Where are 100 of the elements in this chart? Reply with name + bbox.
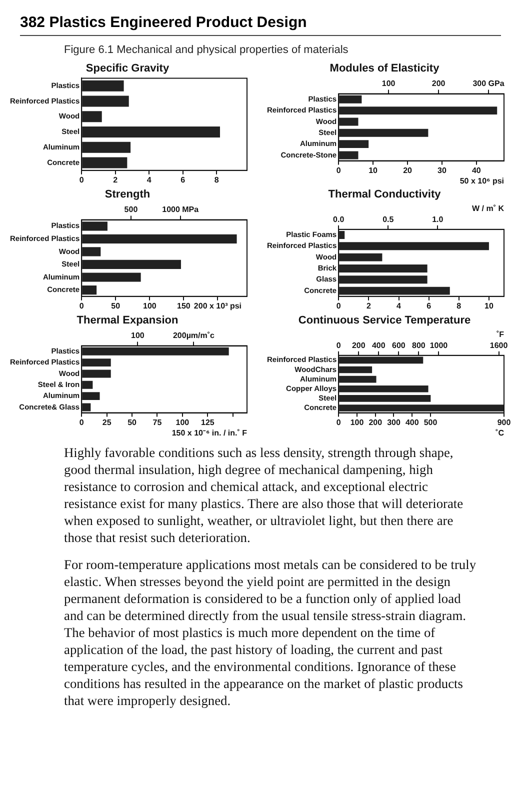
x-axis-title: 150 x 10⁻⁶ in. / in.˚ F bbox=[172, 428, 248, 438]
x-tick-label: 10 bbox=[368, 166, 378, 175]
bar bbox=[82, 403, 91, 412]
bar bbox=[339, 376, 376, 383]
x-tick-label: 4 bbox=[146, 175, 152, 184]
bar bbox=[339, 151, 358, 160]
x2-tick-label: 0.5 bbox=[382, 214, 394, 224]
bar bbox=[82, 222, 108, 231]
x2-axis-title: ˚F bbox=[496, 330, 504, 340]
bar bbox=[82, 260, 181, 270]
x-tick-label: 50 bbox=[128, 418, 138, 427]
x2-tick-label: 0.0 bbox=[333, 214, 345, 224]
x2-tick-label: 200 bbox=[352, 340, 366, 350]
x-tick-label: 8 bbox=[456, 301, 462, 310]
x-tick-label: 30 bbox=[438, 166, 447, 175]
x2-tick-label: 200µm/m˚c bbox=[172, 331, 216, 340]
x-tick-label: 100 bbox=[350, 418, 364, 427]
x-tick-label: 125 bbox=[200, 418, 215, 427]
bar bbox=[339, 106, 498, 115]
x2-tick-label: 400 bbox=[372, 340, 386, 350]
bar bbox=[82, 285, 97, 295]
bar bbox=[82, 272, 141, 282]
x-tick-label: 100 bbox=[176, 418, 190, 427]
bar bbox=[82, 157, 128, 168]
bar bbox=[339, 140, 369, 148]
x-tick-label: 75 bbox=[152, 418, 162, 427]
x-axis-title: ˚C bbox=[496, 428, 504, 438]
x2-tick-label: 100 bbox=[130, 331, 145, 340]
chart-title: Strength bbox=[104, 188, 150, 201]
x2-tick-label: 100 bbox=[382, 79, 396, 88]
text: Highly favorable conditions such as less density, strength through shape, good thermal insulation, high degree of mechanical dampening, high resistance to corrosion and chemical attack, and exceptional electric resistance exist for many plastics. There are also those that will deteriorate when exposed to sunlight, weather, or ultraviolet light, but then there are those that resist such deterioration. bbox=[64, 444, 464, 546]
x-tick-label: 6 bbox=[426, 301, 432, 310]
x2-tick-label: 1000 bbox=[430, 340, 448, 350]
bar bbox=[339, 286, 450, 295]
bar bbox=[339, 385, 428, 392]
chart-title: Continuous Service Temperature bbox=[298, 314, 471, 327]
x-tick-label: 40 bbox=[472, 166, 482, 175]
bar bbox=[339, 276, 428, 284]
bar bbox=[82, 96, 129, 107]
x2-tick-label: 600 bbox=[392, 340, 406, 350]
bar bbox=[82, 111, 102, 122]
chart-title: Thermal Conductivity bbox=[328, 188, 442, 201]
bar bbox=[82, 358, 111, 367]
x-tick-label: 6 bbox=[180, 175, 186, 184]
bar bbox=[82, 392, 100, 400]
x-tick-label: 4 bbox=[396, 301, 402, 310]
x-tick-label: 500 bbox=[424, 418, 438, 427]
x-tick-label: 0 bbox=[79, 175, 84, 184]
x-tick-label: 200 bbox=[368, 418, 383, 427]
x-tick-label: 10 bbox=[484, 301, 494, 310]
bar bbox=[82, 142, 131, 153]
caption: Figure 6.1 Mechanical and physical properties of materials bbox=[64, 44, 350, 56]
x-tick-label: 300 bbox=[387, 418, 401, 427]
x-tick-label: 200 x 10³ psi bbox=[194, 301, 242, 310]
x-tick-label: 0 bbox=[79, 301, 84, 310]
x-tick-label: 400 bbox=[405, 418, 420, 427]
x2-tick-label: 0 bbox=[336, 340, 342, 350]
x-tick-label: 8 bbox=[214, 175, 220, 184]
bar bbox=[82, 247, 101, 256]
bar bbox=[82, 126, 220, 138]
bar bbox=[82, 234, 237, 244]
x-tick-label: 0 bbox=[336, 166, 342, 175]
x-tick-label: 0 bbox=[336, 418, 342, 427]
x-tick-label: 900 bbox=[497, 418, 512, 427]
x2-axis-title: W / m˚ K bbox=[472, 204, 504, 214]
x-tick-label: 25 bbox=[102, 418, 112, 427]
x-tick-label: 2 bbox=[113, 175, 118, 184]
x-tick-label: 20 bbox=[403, 166, 413, 175]
x2-tick-label: 200 bbox=[432, 79, 446, 88]
x-tick-label: 50 bbox=[111, 301, 121, 310]
x-tick-label: 100 bbox=[142, 301, 157, 310]
x2-tick-label: 1600 bbox=[490, 340, 508, 350]
bar bbox=[339, 264, 428, 272]
x2-tick-label: 1000 MPa bbox=[162, 205, 200, 214]
bar bbox=[339, 356, 424, 364]
x-tick-label: 0 bbox=[336, 301, 342, 310]
x2-tick-label: 1.0 bbox=[432, 214, 444, 224]
bar bbox=[339, 118, 358, 126]
bar bbox=[339, 95, 362, 104]
text: 382 Plastics Engineered Product Design bbox=[20, 14, 501, 36]
x-tick-label: 0 bbox=[79, 418, 84, 427]
bar bbox=[339, 395, 431, 402]
x2-tick-label: 800 bbox=[412, 340, 426, 350]
bar bbox=[339, 366, 372, 374]
x-tick-label: 2 bbox=[366, 301, 372, 310]
bar bbox=[82, 370, 111, 378]
chart-title: Modules of Elasticity bbox=[330, 62, 440, 75]
text: For room-temperature applications most metals can be considered to be truly elastic. When stresses beyond the yield point are permitted in the design permanent deformation is considered to be a function only of applied load and can be determined directly from the usual tensile stress-strain diagram. The behavior of most plastics is much more dependent on the time of application of the load, the past history of loading, the current and past temperature cycles, and the environmental conditions. Ignorance of these conditions has resulted in the appearance on the market of plastic products that were improperly designed. bbox=[64, 557, 476, 708]
x2-tick-label: 300 GPa bbox=[472, 79, 505, 88]
chart-title: Thermal Expansion bbox=[76, 314, 179, 327]
bar bbox=[82, 80, 124, 92]
x-tick-label: 150 bbox=[177, 301, 191, 310]
bar bbox=[82, 347, 229, 356]
x2-tick-label: 500 bbox=[124, 205, 138, 214]
bar bbox=[339, 231, 345, 239]
bar bbox=[339, 242, 489, 250]
bar bbox=[339, 253, 382, 262]
x-axis-title: 50 x 10⁶ psi bbox=[460, 176, 504, 186]
bar bbox=[82, 380, 93, 389]
chart-title: Specific Gravity bbox=[86, 62, 170, 75]
